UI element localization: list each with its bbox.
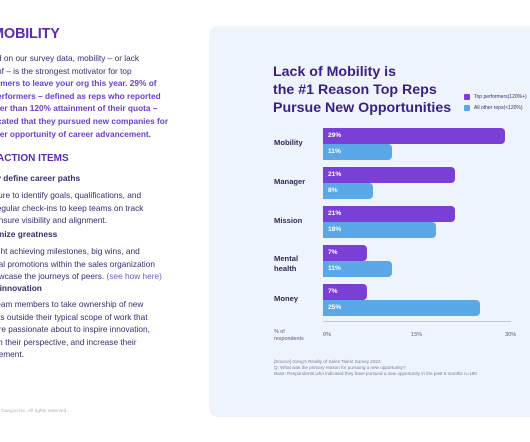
intro-line: cated that they pursued new companies fo…: [0, 115, 169, 126]
chart-legend: Top performers(120%+) All other reps(<12…: [464, 91, 527, 113]
action-item-title: gnize greatness: [0, 229, 58, 239]
x-axis-line: [323, 321, 511, 322]
category-label: Mission: [274, 216, 302, 226]
bar-value-label: 21%: [328, 210, 342, 217]
action-item-line: are passionate about to inspire innovati…: [0, 324, 150, 335]
action-item-line: sure to identify goals, qualifications, …: [0, 190, 142, 200]
bar-other-reps: [323, 144, 392, 160]
intro-paragraph: d on our survey data, mobility – or lack…: [0, 52, 189, 140]
chart-title-line: Pursue New Opportunities: [273, 100, 452, 116]
bar-top-performers: [323, 245, 367, 261]
chart-source-note: [Source] Gong's Reality of Sales Talent …: [274, 359, 519, 378]
legend-swatch-top: [464, 93, 470, 100]
source-line: [Source] Gong's Reality of Sales Talent …: [274, 359, 381, 364]
category-label: Mobility: [274, 138, 303, 148]
bar-value-label: 11%: [328, 148, 341, 155]
intro-line: rmers to leave your org this year. 29% o…: [0, 78, 157, 89]
x-tick-label: 0%: [323, 332, 332, 338]
intro-line: d on our survey data, mobility – or lack: [0, 53, 140, 63]
bar-value-label: 8%: [328, 187, 338, 194]
action-item-title: r innovation: [0, 283, 42, 293]
bar-value-label: 18%: [328, 226, 342, 233]
intro-line: ter opportunity of career advancement.: [0, 128, 151, 139]
category-label: Money: [274, 294, 298, 304]
category-label-line: Money: [274, 294, 299, 303]
action-item-line: ight achieving milestones, big wins, and: [0, 246, 140, 256]
bar-top-performers: [323, 167, 455, 183]
bar-other-reps: [323, 261, 392, 277]
bar-other-reps: [323, 183, 374, 199]
category-label: Mental health: [274, 254, 298, 273]
legend-swatch-other: [464, 104, 470, 111]
category-label-line: Mental: [274, 254, 299, 263]
category-label-line: Mobility: [274, 138, 303, 147]
action-item-line: gement.: [0, 349, 24, 360]
source-line: Base: Respondents who indicated they hav…: [274, 371, 477, 377]
legend-label-top: Top performers(120%+): [474, 93, 527, 100]
section-heading: MOBILITY: [0, 26, 60, 42]
action-item-line: nal promotions within the sales organiza…: [0, 258, 155, 269]
y-axis-label-line: % of: [274, 329, 285, 335]
category-label-line: Mission: [274, 216, 303, 225]
action-item-title: ly define career paths: [0, 173, 81, 183]
category-label: Manager: [274, 177, 305, 187]
action-item-line: regular check-ins to keep teams on track: [0, 202, 144, 213]
bar-value-label: 11%: [328, 265, 341, 272]
category-label-line: Manager: [274, 177, 306, 186]
bar-value-label: 25%: [328, 304, 342, 311]
chart-title-line: the #1 Reason Top Reps: [273, 82, 437, 98]
bar-top-performers: [323, 284, 367, 300]
action-items-heading: ACTION ITEMS: [0, 153, 69, 164]
intro-line: erformers – defined as reps who reported: [0, 90, 161, 101]
x-tick-label: 30%: [505, 332, 517, 338]
bar-value-label: 29%: [328, 132, 342, 139]
source-line: Q: What was the primary reason for pursu…: [274, 365, 406, 371]
action-item-line: sh their perspective, and increase their: [0, 336, 137, 347]
legend-entry-top: Top performers(120%+): [464, 91, 527, 102]
x-tick-label: 15%: [411, 332, 423, 338]
action-item-body: sure to identify goals, qualifications, …: [0, 189, 184, 227]
bar-value-label: 7%: [328, 288, 338, 295]
action-item-line: ensure visibility and alignment.: [0, 215, 107, 226]
bar-top-performers: [323, 128, 505, 144]
y-axis-label: % of respondents: [274, 329, 304, 343]
action-item-body: ight achieving milestones, big wins, and…: [0, 245, 184, 283]
intro-line: ter than 120% attainment of their quota …: [0, 103, 158, 114]
left-text-column: MOBILITY d on our survey data, mobility …: [0, 0, 205, 442]
action-item-line: owcase the journeys of peers. (see how h…: [0, 271, 162, 282]
y-axis-label-line: respondents: [274, 336, 304, 342]
action-item-body: team members to take ownership of new cts…: [0, 298, 184, 361]
bar-other-reps: [323, 300, 480, 316]
bar-top-performers: [323, 206, 455, 222]
see-how-link[interactable]: (see how here): [106, 271, 162, 282]
category-label-line: health: [274, 263, 297, 273]
legend-entry-other: All other reps(<120%): [464, 102, 527, 113]
action-item-line: cts outside their typical scope of work …: [0, 311, 148, 322]
legend-label-other: All other reps(<120%): [474, 104, 523, 111]
bar-value-label: 21%: [328, 171, 342, 178]
intro-line: of – is the strongest motivator for top: [0, 65, 132, 76]
copyright-footer: Gong.io Inc. All rights reserved.: [1, 409, 68, 414]
bar-value-label: 7%: [328, 249, 338, 256]
chart-title-line: Lack of Mobility is: [273, 64, 396, 80]
action-item-line: team members to take ownership of new: [0, 299, 144, 309]
bar-other-reps: [323, 222, 436, 238]
